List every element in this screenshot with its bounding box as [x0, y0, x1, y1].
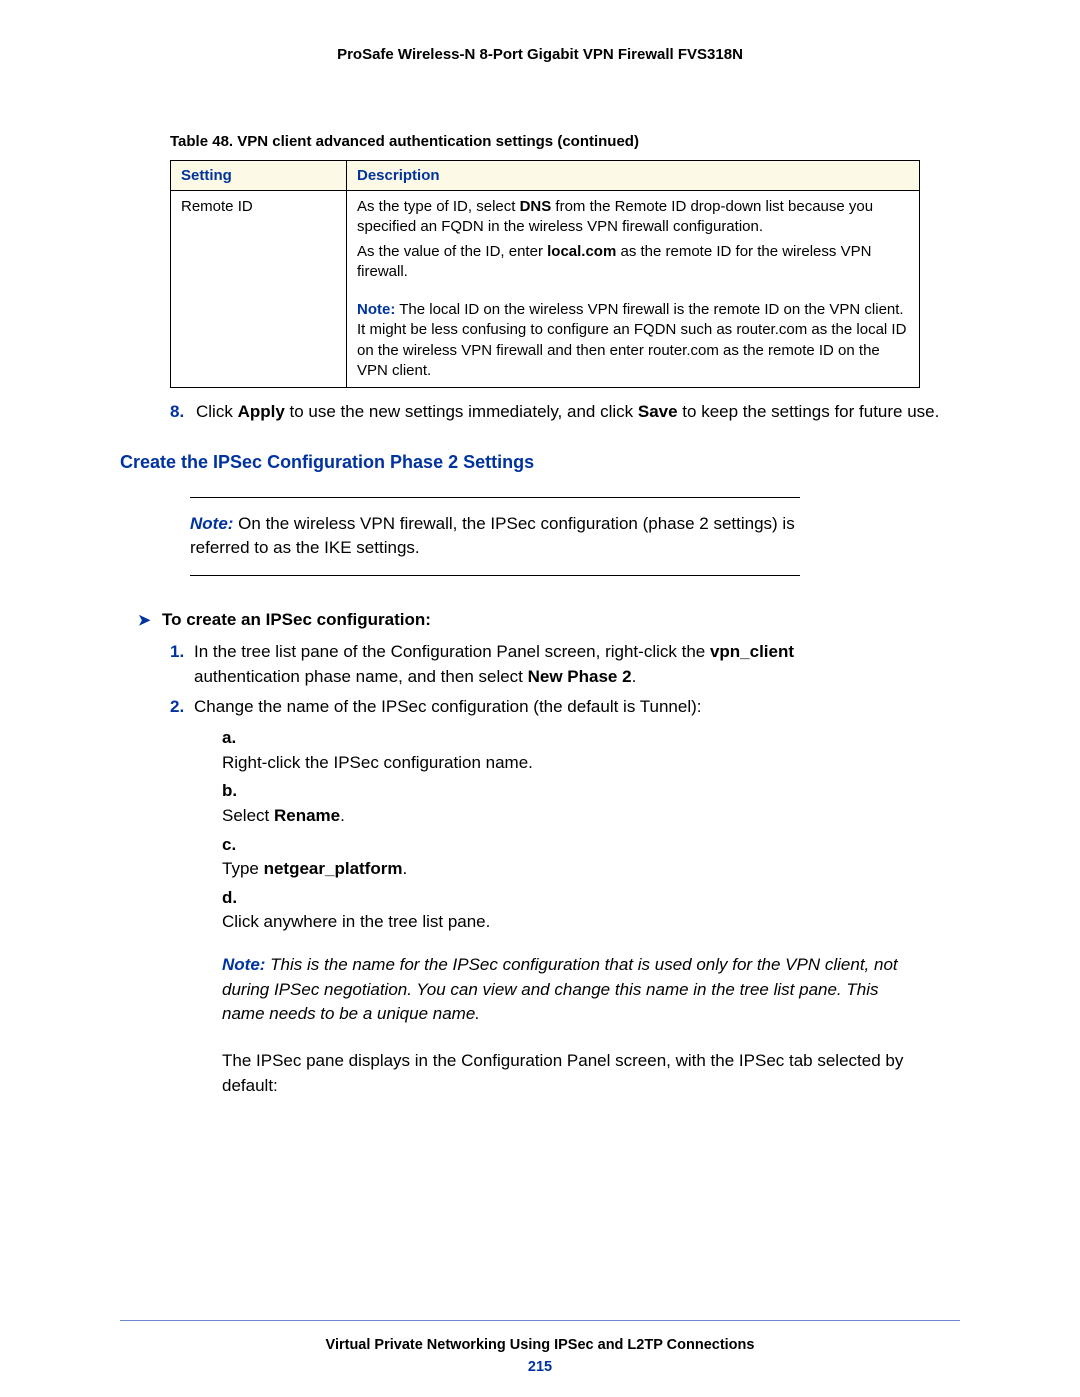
sc-pre: Type [222, 859, 264, 878]
note-text: On the wireless VPN firewall, the IPSec … [190, 514, 795, 558]
list-item: c.Type netgear_platform. [222, 833, 894, 882]
list-item: b. Select Rename. [222, 779, 894, 828]
running-header: ProSafe Wireless-N 8-Port Gigabit VPN Fi… [120, 46, 960, 63]
note-rule-bottom [190, 575, 800, 576]
sub-number: c. [222, 833, 244, 858]
settings-table: Setting Description Remote ID As the typ… [170, 160, 920, 388]
sub-text: Click anywhere in the tree list pane. [222, 910, 882, 935]
note-label: Note: [357, 301, 395, 318]
step8-b2: Save [638, 402, 678, 421]
desc-p1-bold: DNS [520, 198, 552, 215]
step-number: 8. [170, 400, 196, 424]
note-block: Note: On the wireless VPN firewall, the … [190, 512, 800, 561]
note-label: Note: [190, 514, 233, 533]
s1-b2: New Phase 2 [528, 667, 632, 686]
step8-mid: to use the new settings immediately, and… [285, 402, 638, 421]
sub-text: Right-click the IPSec configuration name… [222, 751, 882, 776]
s1-post: . [632, 667, 637, 686]
note-rule-top [190, 497, 800, 498]
sub-number: b. [222, 779, 244, 804]
section-heading: Create the IPSec Configuration Phase 2 S… [120, 452, 960, 473]
cell-description: As the type of ID, select DNS from the R… [347, 191, 920, 388]
note-label: Note: [222, 955, 265, 974]
procedure-heading: ➤To create an IPSec configuration: [138, 610, 960, 630]
desc-p2-bold: local.com [547, 243, 616, 260]
note-text: The local ID on the wireless VPN firewal… [357, 301, 906, 379]
proc-heading-text: To create an IPSec configuration: [162, 610, 431, 629]
document-page: ProSafe Wireless-N 8-Port Gigabit VPN Fi… [0, 0, 1080, 1397]
s1-pre: In the tree list pane of the Configurati… [194, 642, 710, 661]
table-caption: Table 48. VPN client advanced authentica… [170, 133, 960, 150]
footer-rule [120, 1320, 960, 1321]
triangle-icon: ➤ [138, 611, 162, 629]
step8-pre: Click [196, 402, 238, 421]
sc-bold: netgear_platform [264, 859, 403, 878]
sb-bold: Rename [274, 806, 340, 825]
table-header-description: Description [347, 161, 920, 191]
inline-note: Note: This is the name for the IPSec con… [222, 953, 902, 1027]
table-header-setting: Setting [171, 161, 347, 191]
list-item: a.Right-click the IPSec configuration na… [222, 726, 894, 775]
sub-number: a. [222, 726, 244, 751]
cell-setting: Remote ID [171, 191, 347, 388]
step8-post: to keep the settings for future use. [678, 402, 940, 421]
desc-p2-pre: As the value of the ID, enter [357, 243, 547, 260]
after-note-text: The IPSec pane displays in the Configura… [222, 1049, 932, 1098]
footer-page-number: 215 [120, 1359, 960, 1375]
page-footer: Virtual Private Networking Using IPSec a… [120, 1320, 960, 1375]
procedure-list: 1.In the tree list pane of the Configura… [170, 640, 960, 1098]
sb-post: . [340, 806, 345, 825]
desc-p1-pre: As the type of ID, select [357, 198, 520, 215]
s1-b1: vpn_client [710, 642, 794, 661]
sb-pre: Select [222, 806, 274, 825]
step-8: 8.Click Apply to use the new settings im… [170, 400, 960, 424]
item-number: 2. [170, 695, 194, 720]
step8-b1: Apply [238, 402, 285, 421]
sub-list: a.Right-click the IPSec configuration na… [222, 726, 894, 935]
table-row: Remote ID As the type of ID, select DNS … [171, 191, 920, 388]
list-item: 2.Change the name of the IPSec configura… [170, 695, 960, 1098]
list-item: d.Click anywhere in the tree list pane. [222, 886, 894, 935]
s2-text: Change the name of the IPSec configurati… [194, 697, 702, 716]
sub-number: d. [222, 886, 244, 911]
footer-chapter: Virtual Private Networking Using IPSec a… [120, 1337, 960, 1353]
s1-mid: authentication phase name, and then sele… [194, 667, 528, 686]
sc-post: . [402, 859, 407, 878]
note-text: This is the name for the IPSec configura… [222, 955, 898, 1023]
item-number: 1. [170, 640, 194, 665]
list-item: 1.In the tree list pane of the Configura… [170, 640, 960, 689]
